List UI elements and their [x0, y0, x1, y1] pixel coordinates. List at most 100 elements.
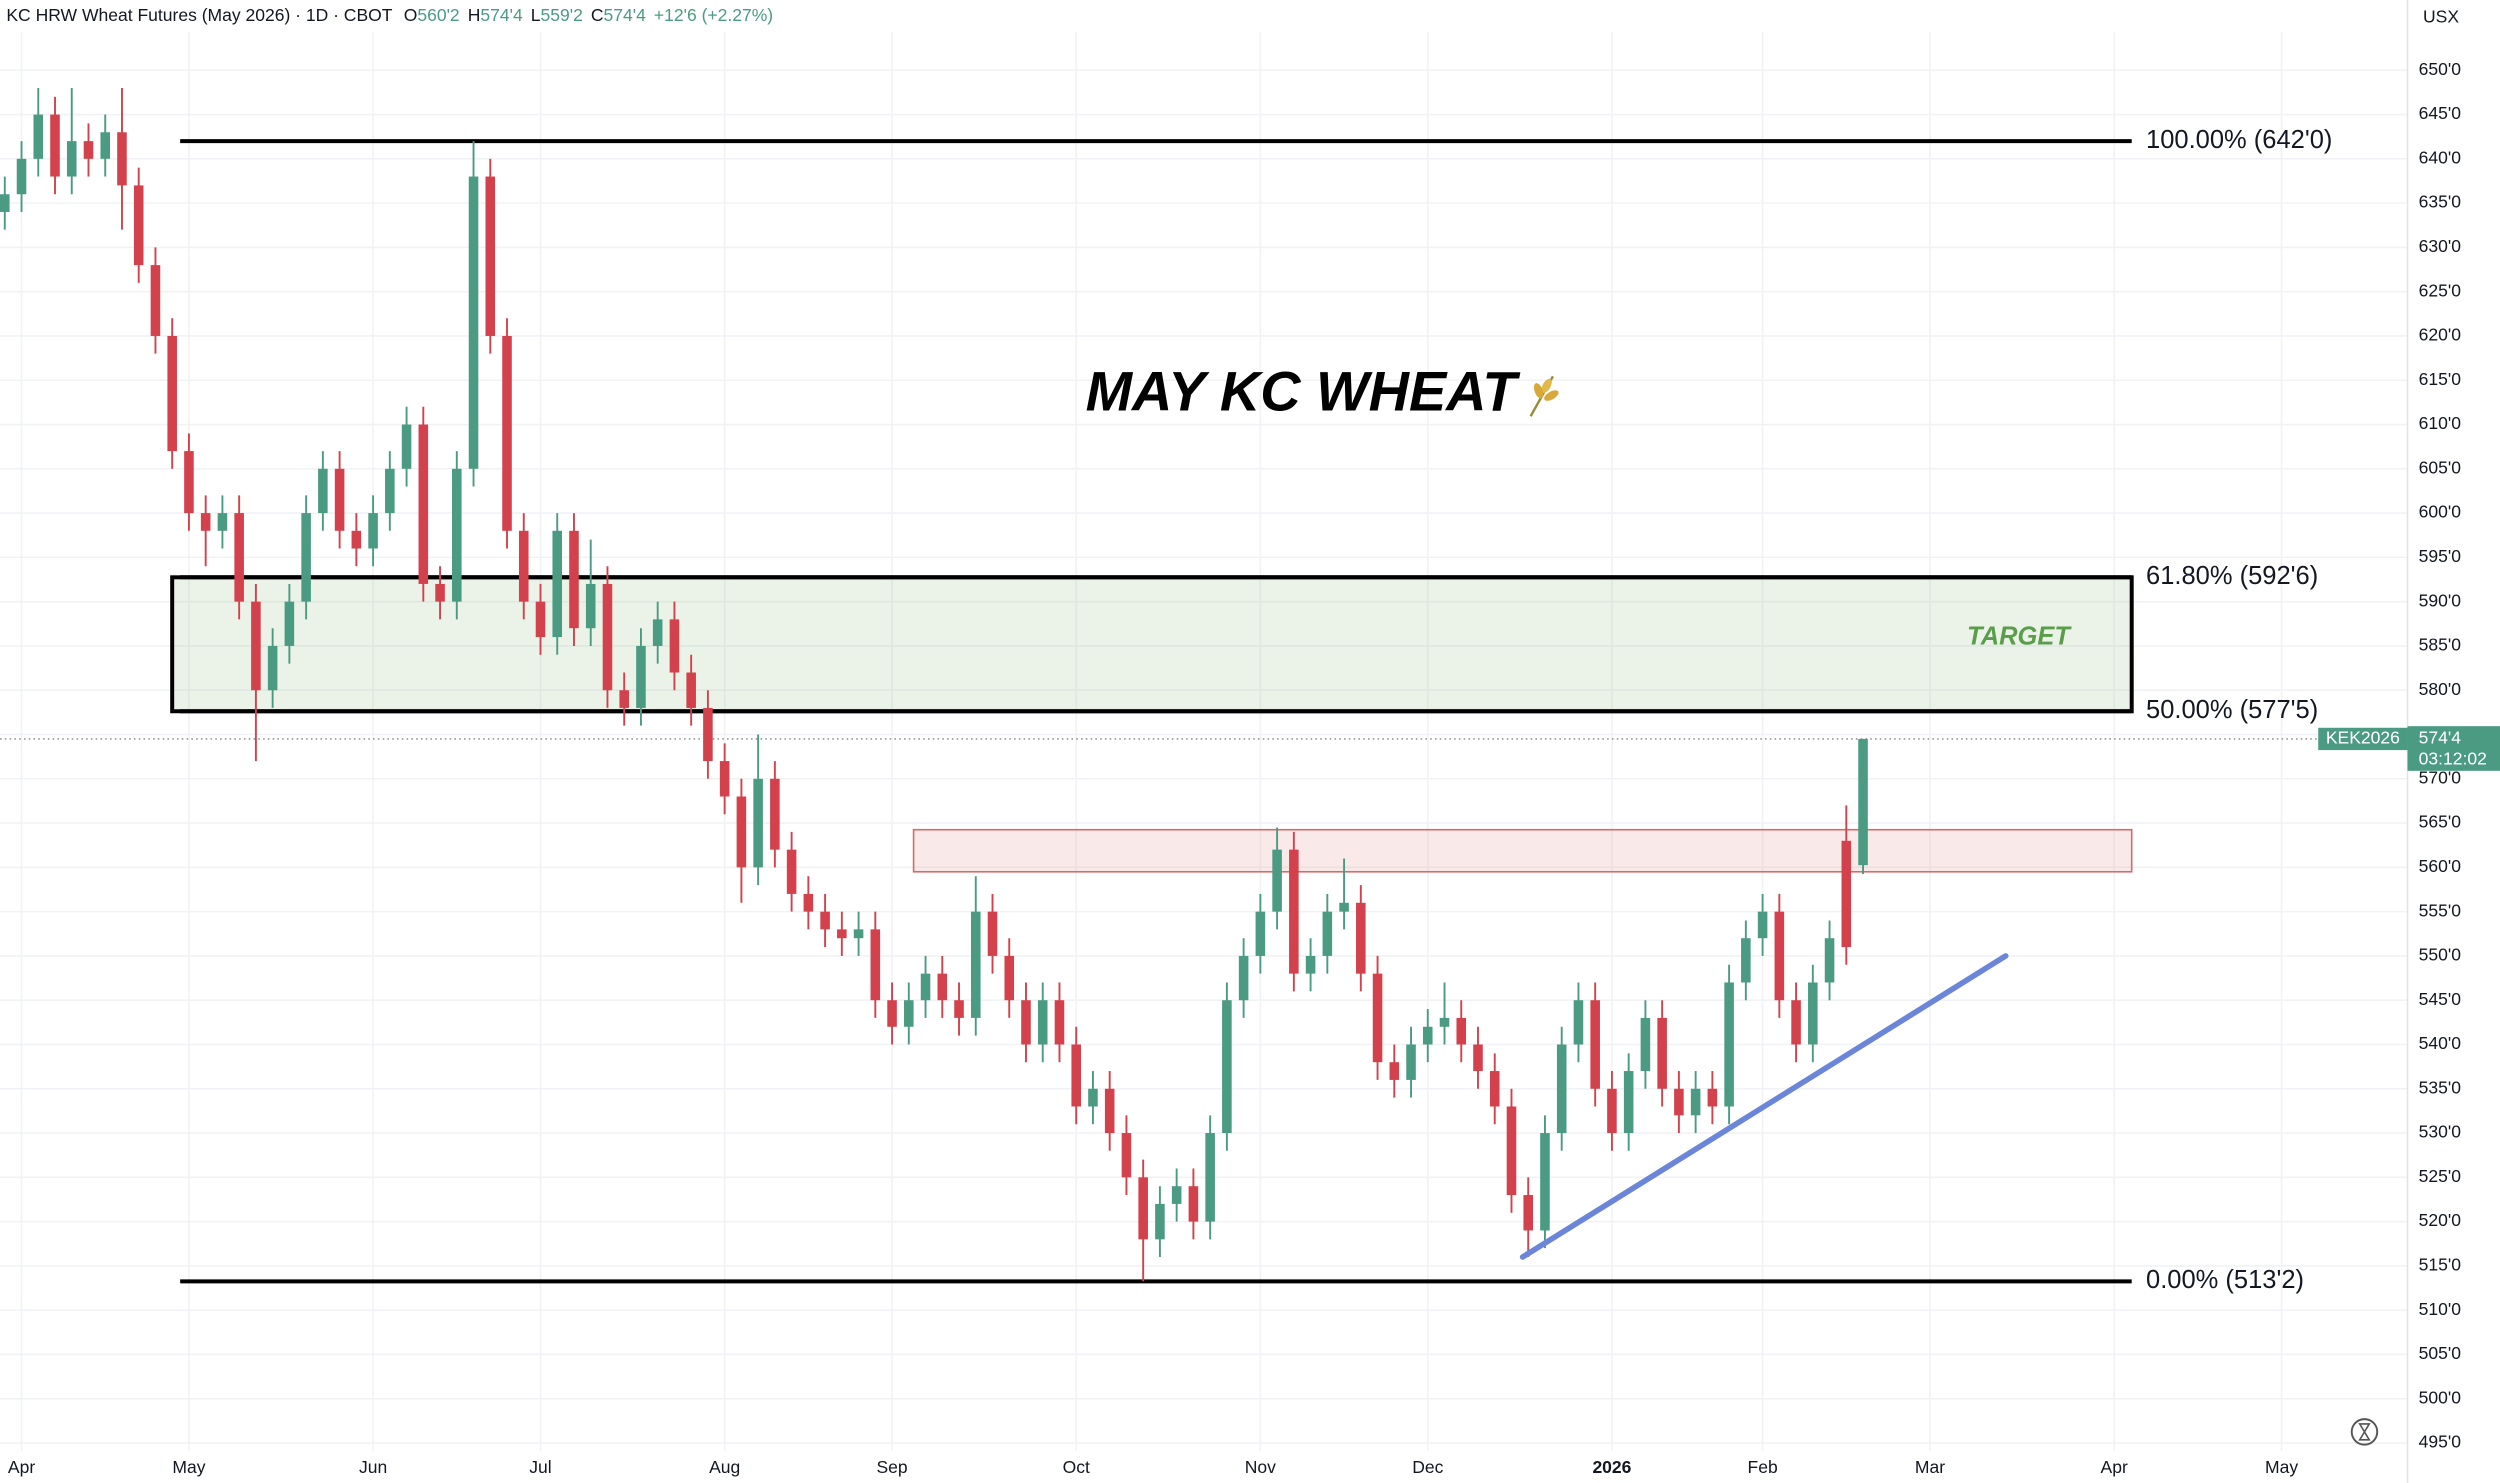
x-tick-label: Sep — [876, 1457, 907, 1477]
y-tick-label: 505'0 — [2419, 1343, 2462, 1363]
candle-body — [452, 468, 462, 602]
candle-body — [803, 893, 814, 912]
x-tick-label: Apr — [8, 1457, 35, 1477]
clock-icon[interactable] — [2350, 1418, 2379, 1446]
candle-body — [1640, 1017, 1651, 1072]
x-tick-label: May — [2265, 1457, 2298, 1477]
ohlc-value: 574'4 — [604, 5, 647, 25]
candle-body — [133, 185, 144, 266]
x-tick-label: Nov — [1245, 1457, 1276, 1477]
candle-body — [1690, 1088, 1701, 1116]
y-tick-label: 635'0 — [2419, 192, 2462, 212]
candle-body — [887, 1000, 897, 1027]
candle-body — [50, 114, 60, 177]
candle-body — [853, 929, 864, 939]
candle-body — [619, 690, 629, 708]
y-tick-label: 590'0 — [2419, 590, 2462, 610]
y-tick-label: 610'0 — [2419, 413, 2462, 433]
candle-body — [686, 672, 696, 708]
candle-body — [669, 619, 680, 673]
candle-body — [1808, 982, 1818, 1045]
candle-body — [1489, 1071, 1500, 1107]
candle-body — [1121, 1133, 1132, 1178]
candle-body — [753, 778, 763, 868]
change: +12'6 (+2.27%) — [654, 5, 773, 25]
y-tick-label: 530'0 — [2419, 1122, 2462, 1142]
x-tick-label: Mar — [1915, 1457, 1945, 1477]
candle-body — [786, 849, 797, 894]
trendline — [1519, 953, 2009, 1260]
y-tick-label: 600'0 — [2419, 502, 2462, 522]
candle-body — [1171, 1186, 1182, 1204]
candle-body — [1540, 1133, 1550, 1231]
candle-body — [301, 513, 311, 602]
x-tick-label: Aug — [709, 1457, 740, 1477]
candle-body — [770, 778, 780, 850]
x-tick-label: May — [172, 1457, 205, 1477]
candle-body — [1372, 973, 1383, 1063]
y-tick-label: 645'0 — [2419, 103, 2462, 123]
y-tick-label: 605'0 — [2419, 457, 2462, 477]
fib-label: 100.00% (642'0) — [2146, 126, 2332, 154]
candle-body — [117, 132, 127, 186]
candle-body — [1824, 938, 1835, 983]
candle-body — [167, 335, 177, 452]
candle-body — [1439, 1017, 1450, 1027]
x-tick-label: Oct — [1063, 1457, 1090, 1477]
candle-body — [518, 530, 529, 602]
chart-title: MAY KC WHEAT — [1086, 359, 1521, 422]
candle-body — [1406, 1044, 1416, 1080]
candle-body — [318, 468, 328, 514]
y-tick-label: 525'0 — [2419, 1166, 2462, 1186]
candle-body — [1523, 1195, 1534, 1231]
candle-body — [217, 513, 228, 531]
ohlc-value: 574'4 — [480, 5, 523, 25]
candle-body — [703, 707, 713, 762]
candle-body — [1623, 1071, 1634, 1134]
symbol-tag-label: KEK2026 — [2326, 728, 2400, 748]
candle-body — [1858, 738, 1868, 866]
candle-body — [954, 1000, 964, 1018]
candle-body — [33, 114, 44, 159]
candle-body — [1774, 911, 1785, 1001]
candle-body — [200, 513, 211, 531]
candle-body — [418, 424, 429, 584]
y-tick-label: 620'0 — [2419, 325, 2462, 345]
candle-body — [1674, 1088, 1684, 1116]
y-tick-label: 615'0 — [2419, 369, 2462, 389]
y-tick-label: 580'0 — [2419, 679, 2462, 699]
candle-body — [184, 451, 194, 514]
candle-body — [569, 530, 579, 629]
candle-body — [970, 911, 981, 1018]
candle-body — [1289, 849, 1299, 974]
y-tick-label: 555'0 — [2419, 900, 2462, 920]
candle-body — [401, 424, 412, 469]
candle-body — [1506, 1106, 1517, 1196]
candle-body — [16, 158, 27, 195]
candle-body — [234, 513, 244, 602]
candle-body — [100, 132, 111, 159]
y-tick-label: 495'0 — [2419, 1432, 2462, 1452]
price-tag — [2407, 726, 2500, 771]
candle-body — [937, 973, 948, 1001]
clock-icon-glyph — [2358, 1423, 2371, 1441]
y-tick-label: 570'0 — [2419, 767, 2462, 787]
candle-body — [368, 513, 378, 549]
price-tag-label: 574'4 — [2419, 728, 2462, 748]
candle-body — [334, 468, 345, 531]
y-tick-label: 565'0 — [2419, 812, 2462, 832]
candle-body — [0, 194, 10, 212]
candle-body — [1757, 911, 1768, 939]
candle-body — [585, 583, 596, 629]
candle-body — [1724, 982, 1734, 1107]
symbol-tag — [2318, 727, 2408, 751]
candle-body — [351, 530, 362, 549]
candle-body — [251, 601, 261, 691]
candle-body — [602, 583, 613, 691]
target-zone — [170, 575, 2134, 714]
y-tick-label: 550'0 — [2419, 945, 2462, 965]
fib-label: 0.00% (513'2) — [2146, 1266, 2304, 1294]
x-tick-label: Apr — [2101, 1457, 2128, 1477]
ohlc-label: L — [531, 5, 541, 25]
